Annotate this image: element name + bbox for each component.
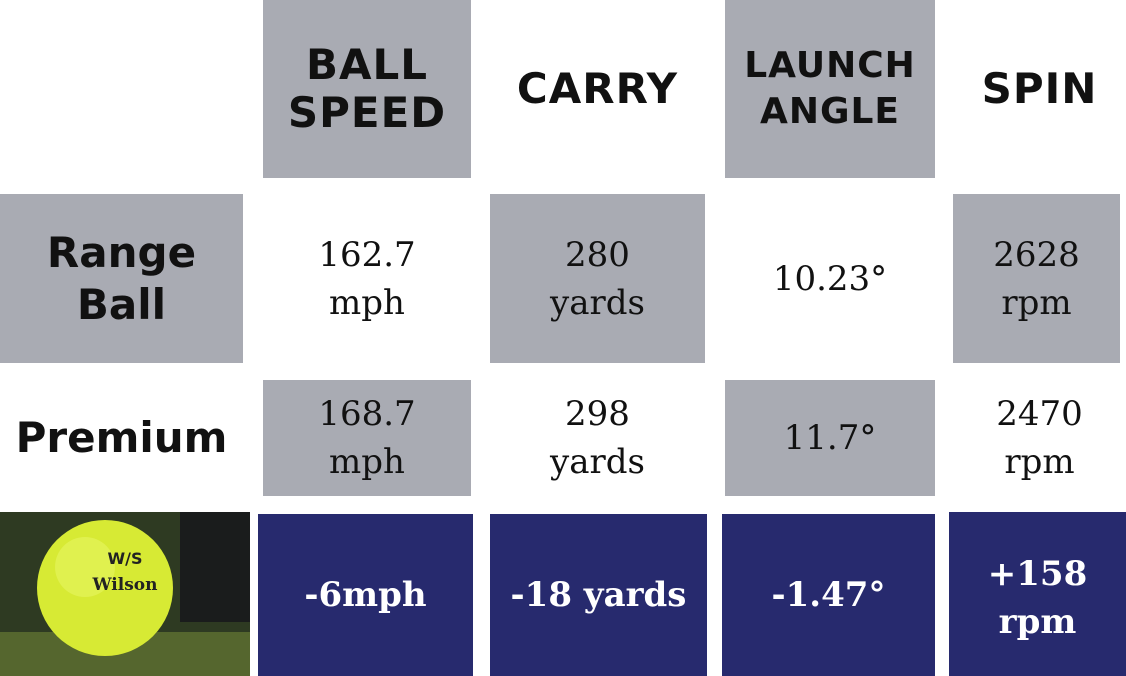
header-line: ANGLE xyxy=(759,91,901,132)
difference-cell: +158 rpm xyxy=(949,512,1126,676)
value-line: yards xyxy=(550,442,645,482)
label-line: Ball xyxy=(76,279,167,329)
header-line: SPIN xyxy=(981,64,1098,113)
value-line: mph xyxy=(329,282,405,323)
label-line: Range xyxy=(46,227,197,277)
ball-photo: W/S Wilson xyxy=(0,512,250,676)
value-cell: 10.23° xyxy=(725,194,935,363)
value-line: 280 xyxy=(565,234,630,275)
value-line: 168.7 xyxy=(318,394,416,434)
value-line: 2470 xyxy=(996,394,1083,434)
value-cell: 162.7 mph xyxy=(263,194,471,363)
label-line: Premium xyxy=(15,413,228,462)
row-label: Premium xyxy=(0,380,243,496)
difference-line: -18 yards xyxy=(510,575,687,615)
difference-line: rpm xyxy=(998,602,1077,642)
ball-logo: W/S xyxy=(107,549,142,568)
value-cell: 168.7 mph xyxy=(263,380,471,496)
value-line: mph xyxy=(329,442,405,482)
value-line: 298 xyxy=(565,394,630,434)
difference-cell: -18 yards xyxy=(490,514,707,676)
value-line: 10.23° xyxy=(772,258,888,299)
header-line: SPEED xyxy=(287,88,447,137)
difference-line: -6mph xyxy=(304,575,427,615)
value-cell: 298 yards xyxy=(490,380,705,496)
value-line: 2628 xyxy=(993,234,1080,275)
value-line: rpm xyxy=(1001,282,1072,323)
difference-line: +158 xyxy=(987,554,1088,594)
photo-object xyxy=(180,512,250,622)
difference-cell: -1.47° xyxy=(722,514,935,676)
column-header: CARRY xyxy=(490,0,705,178)
header-line: CARRY xyxy=(516,64,679,113)
value-cell: 2470 rpm xyxy=(953,380,1126,496)
row-label: Range Ball xyxy=(0,194,243,363)
ball-highlight xyxy=(55,537,115,597)
ball-brand: Wilson xyxy=(92,575,158,595)
header-line: BALL xyxy=(305,40,429,89)
value-line: 162.7 xyxy=(318,234,416,275)
value-line: rpm xyxy=(1004,442,1075,482)
header-line: LAUNCH xyxy=(744,45,916,86)
column-header: SPIN xyxy=(953,0,1126,178)
column-header: LAUNCH ANGLE xyxy=(725,0,935,178)
difference-cell: -6mph xyxy=(258,514,473,676)
value-cell: 280 yards xyxy=(490,194,705,363)
value-line: 11.7° xyxy=(783,418,877,458)
column-header: BALL SPEED xyxy=(263,0,471,178)
value-cell: 11.7° xyxy=(725,380,935,496)
value-line: yards xyxy=(550,282,645,323)
value-cell: 2628 rpm xyxy=(953,194,1120,363)
difference-line: -1.47° xyxy=(771,575,886,615)
